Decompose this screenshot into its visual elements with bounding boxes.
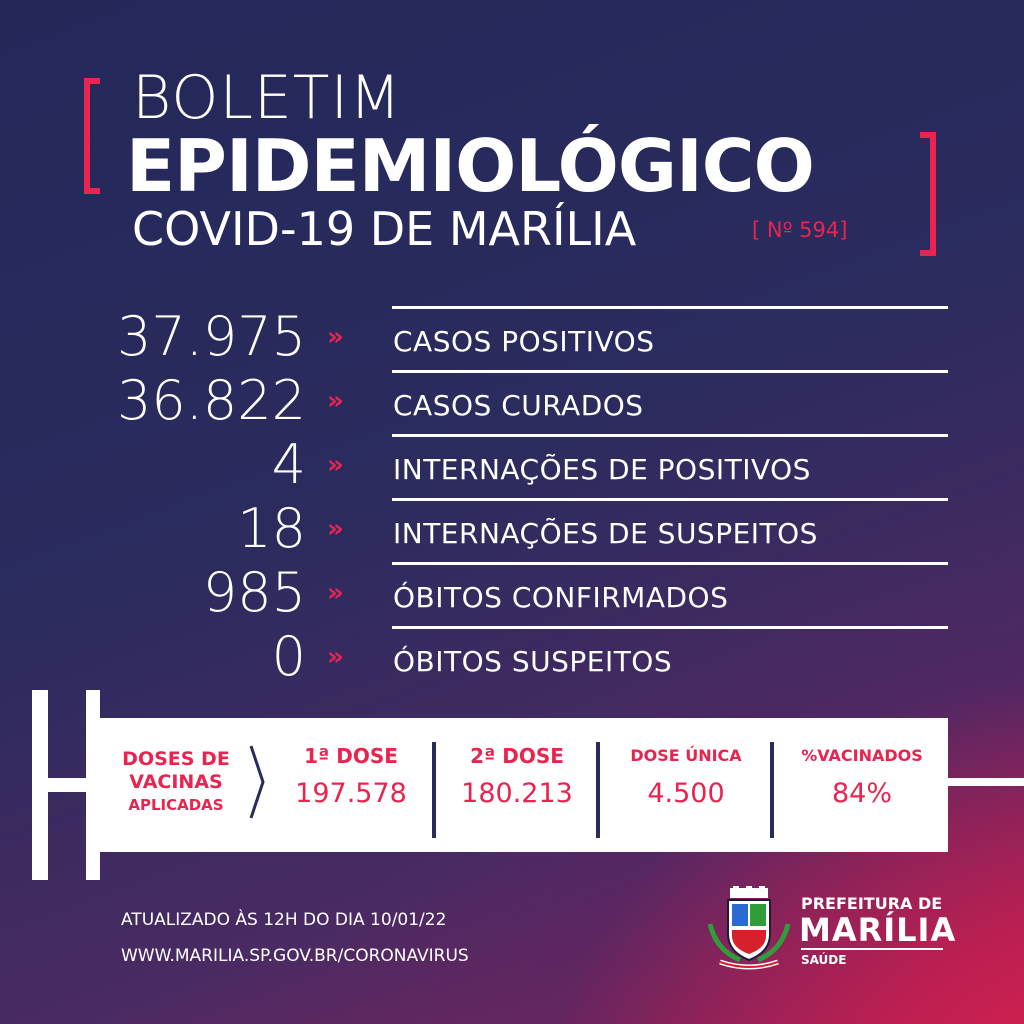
doses-title-line2: VACINAS bbox=[129, 771, 223, 793]
chevron-right-icon bbox=[249, 745, 265, 819]
chevron-right-icon: » bbox=[327, 450, 344, 480]
syringe-flange bbox=[86, 690, 100, 880]
logo-divider bbox=[801, 948, 943, 950]
syringe-panel: DOSES DE VACINAS APLICADAS 1ª DOSE 197.5… bbox=[0, 690, 1024, 890]
divider bbox=[596, 742, 600, 838]
second-dose-label: 2ª DOSE bbox=[470, 744, 564, 768]
chevron-right-icon: » bbox=[327, 642, 344, 672]
stat-value: 985 bbox=[202, 561, 306, 624]
stat-label: CASOS CURADOS bbox=[393, 389, 644, 422]
city-crest-icon bbox=[707, 886, 791, 970]
chevron-right-icon: » bbox=[327, 386, 344, 416]
vaccinated-value: 84% bbox=[831, 778, 892, 809]
stat-row-deaths-suspect: 0 » ÓBITOS SUSPEITOS bbox=[0, 626, 1024, 690]
stat-row-hospitalized-positive: 4 » INTERNAÇÕES DE POSITIVOS bbox=[0, 434, 1024, 498]
logo-prefeitura: PREFEITURA DE bbox=[801, 894, 943, 913]
stat-label: INTERNAÇÕES DE SUSPEITOS bbox=[393, 517, 818, 550]
updated-text: ATUALIZADO ÀS 12H DO DIA 10/01/22 bbox=[121, 910, 447, 930]
doses-title-line3: APLICADAS bbox=[128, 796, 224, 814]
single-dose-value: 4.500 bbox=[647, 778, 725, 809]
divider bbox=[770, 742, 774, 838]
stat-value: 36.822 bbox=[117, 369, 306, 432]
logo-marilia: MARÍLIA bbox=[799, 911, 957, 949]
syringe-needle-icon bbox=[948, 778, 1024, 786]
left-bracket bbox=[84, 78, 100, 194]
stat-value: 0 bbox=[271, 625, 306, 688]
title-epidemiologico: EPIDEMIOLÓGICO bbox=[126, 124, 815, 208]
stat-row-positive: 37.975 » CASOS POSITIVOS bbox=[0, 306, 1024, 370]
bulletin-number: [ Nº 594] bbox=[752, 218, 848, 242]
logo-saude: SAÚDE bbox=[801, 953, 847, 967]
divider-line bbox=[392, 370, 948, 373]
stat-label: CASOS POSITIVOS bbox=[393, 325, 655, 358]
doses-title-line1: DOSES DE bbox=[122, 748, 230, 770]
title-boletim: BOLETIM bbox=[132, 63, 402, 133]
right-bracket bbox=[920, 132, 936, 256]
divider-line bbox=[392, 306, 948, 309]
single-dose-label: DOSE ÚNICA bbox=[630, 746, 742, 765]
title-covid-marilia: COVID-19 DE MARÍLIA bbox=[132, 202, 637, 256]
syringe-barrel bbox=[100, 718, 948, 852]
stat-row-cured: 36.822 » CASOS CURADOS bbox=[0, 370, 1024, 434]
stat-label: ÓBITOS SUSPEITOS bbox=[393, 645, 673, 678]
stat-value: 37.975 bbox=[117, 305, 306, 368]
website-link[interactable]: WWW.MARILIA.SP.GOV.BR/CORONAVIRUS bbox=[121, 946, 469, 966]
chevron-right-icon: » bbox=[327, 322, 344, 352]
second-dose: 2ª DOSE 180.213 bbox=[442, 746, 592, 807]
stat-row-hospitalized-suspect: 18 » INTERNAÇÕES DE SUSPEITOS bbox=[0, 498, 1024, 562]
first-dose-label: 1ª DOSE bbox=[304, 744, 398, 768]
stat-label: INTERNAÇÕES DE POSITIVOS bbox=[393, 453, 811, 486]
stat-value: 18 bbox=[237, 497, 306, 560]
second-dose-value: 180.213 bbox=[461, 778, 573, 809]
divider-line bbox=[392, 626, 948, 629]
divider-line bbox=[392, 562, 948, 565]
stat-row-deaths-confirmed: 985 » ÓBITOS CONFIRMADOS bbox=[0, 562, 1024, 626]
chevron-right-icon: » bbox=[327, 514, 344, 544]
stat-label: ÓBITOS CONFIRMADOS bbox=[393, 581, 729, 614]
doses-title: DOSES DE VACINAS APLICADAS bbox=[106, 748, 246, 817]
first-dose: 1ª DOSE 197.578 bbox=[274, 746, 428, 807]
divider-line bbox=[392, 434, 948, 437]
first-dose-value: 197.578 bbox=[295, 778, 407, 809]
chevron-right-icon: » bbox=[327, 578, 344, 608]
vaccinated-label: %VACINADOS bbox=[801, 746, 923, 765]
single-dose: DOSE ÚNICA 4.500 bbox=[606, 746, 766, 809]
divider-line bbox=[392, 498, 948, 501]
divider bbox=[432, 742, 436, 838]
vaccinated-percent: %VACINADOS 84% bbox=[780, 746, 944, 809]
stat-value: 4 bbox=[271, 433, 306, 496]
